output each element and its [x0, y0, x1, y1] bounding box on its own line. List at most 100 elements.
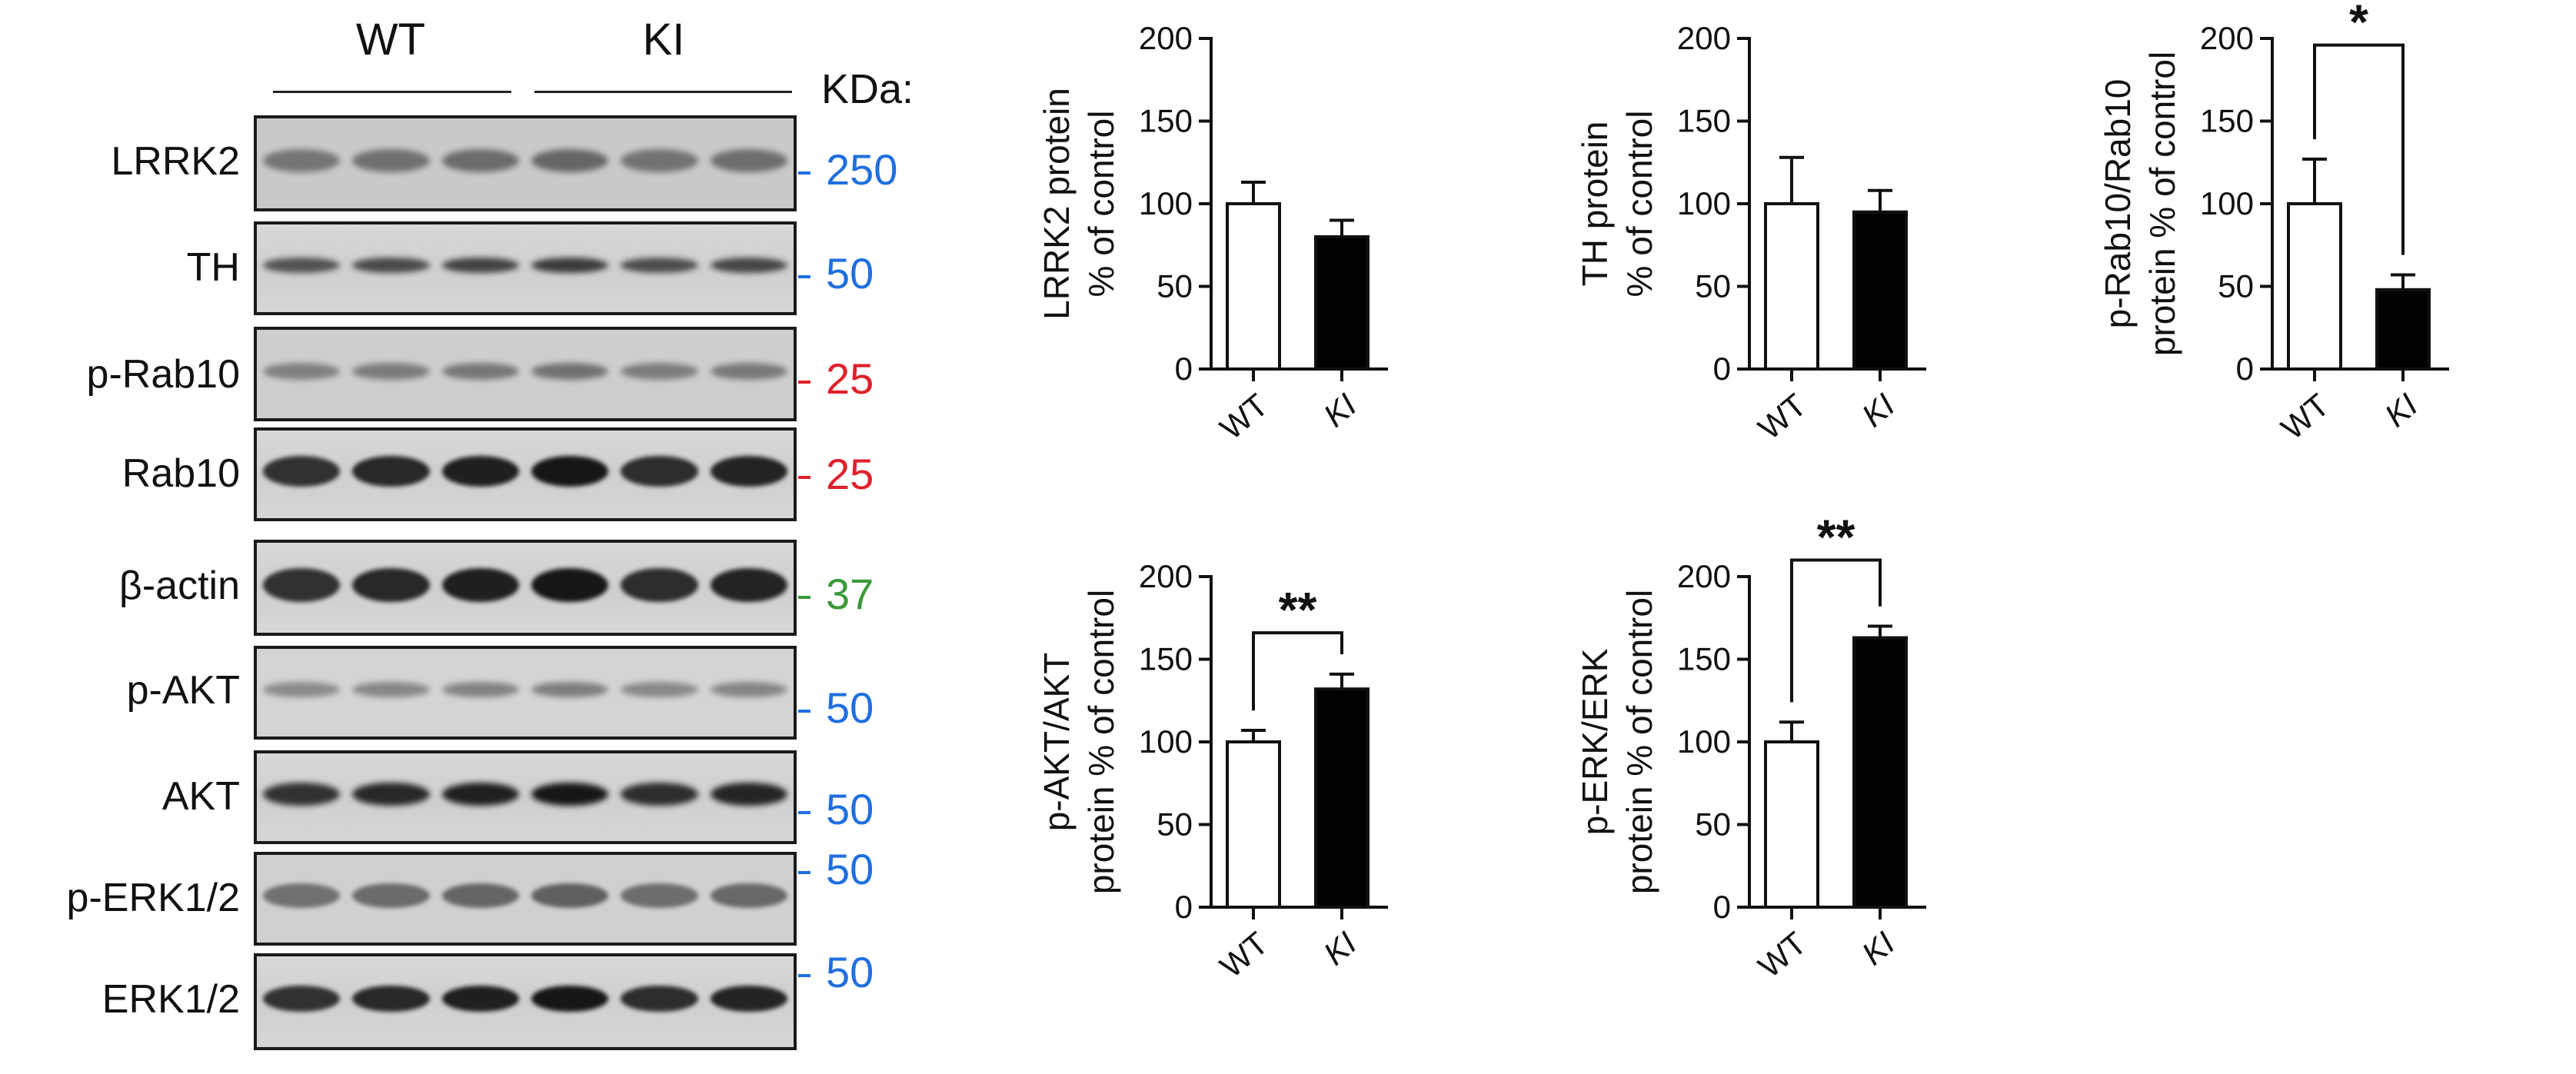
- significance-label: **: [1279, 582, 1317, 637]
- y-tick-label: 100: [1677, 723, 1731, 760]
- y-tick-label: 100: [1139, 185, 1193, 221]
- marker-value: 25: [826, 354, 874, 403]
- y-tick-label: 0: [1713, 351, 1731, 387]
- y-tick-label: 0: [1713, 889, 1731, 925]
- blot-band: [710, 456, 787, 487]
- blot-band: [352, 362, 430, 380]
- blot-band: [441, 883, 519, 908]
- blot-band: [441, 362, 519, 380]
- y-axis-label: LRRK2 protein: [1037, 88, 1077, 320]
- significance-bracket: [1790, 558, 1882, 703]
- blot-image: [254, 852, 797, 946]
- y-tick-label: 0: [1175, 351, 1193, 387]
- blot-band: [263, 148, 341, 172]
- chart-lrrk2: LRRK2 protein% of control 0 50 100 150 200 WT K…: [1023, 15, 1453, 523]
- marker-value: 50: [826, 249, 874, 298]
- x-tick-label: WT: [1752, 925, 1813, 985]
- western-blot-panel: WT KI KDa: LRRK2 250 TH 50 p-Rab10 25 Ra…: [0, 0, 961, 1074]
- blot-band: [263, 883, 341, 908]
- marker-value: 250: [826, 145, 898, 194]
- y-tick-label: 50: [1157, 806, 1193, 843]
- blot-band: [441, 258, 519, 273]
- blot-image: [254, 646, 797, 740]
- x-tick-label: KI: [1316, 925, 1363, 973]
- marker-tick: [798, 871, 810, 875]
- blot-band: [621, 148, 698, 172]
- y-tick-label: 150: [1677, 103, 1731, 139]
- blot-image: [254, 750, 797, 844]
- marker-value: 50: [826, 845, 874, 893]
- blot-band: [263, 258, 341, 273]
- kda-header: KDa:: [821, 66, 914, 112]
- blot-band: [263, 783, 341, 806]
- significance-label: **: [1817, 510, 1855, 565]
- blot-band: [621, 986, 698, 1012]
- blot-band: [263, 682, 341, 697]
- blot-band: [531, 567, 609, 602]
- significance-bracket: [2313, 43, 2405, 255]
- blot-band: [263, 986, 341, 1012]
- marker-value: 50: [826, 948, 874, 996]
- bar-wt: [1226, 202, 1281, 371]
- blot-image: [254, 953, 797, 1050]
- marker-value: 25: [826, 450, 874, 498]
- y-tick-label: 100: [2200, 185, 2254, 221]
- blot-band: [352, 456, 430, 487]
- blot-band: [441, 567, 519, 602]
- group-label-ki: KI: [642, 15, 685, 65]
- blot-band: [263, 456, 341, 487]
- marker-label: 25: [798, 354, 874, 404]
- x-tick-label: KI: [1855, 387, 1902, 434]
- blot-band: [352, 258, 430, 273]
- blot-band: [710, 783, 787, 806]
- blot-band: [621, 456, 698, 487]
- y-tick-label: 100: [1139, 723, 1193, 760]
- blot-band: [352, 567, 430, 602]
- marker-tick: [798, 974, 810, 978]
- blot-band: [263, 567, 341, 602]
- x-tick-label: WT: [2275, 387, 2336, 447]
- blot-band: [710, 883, 787, 908]
- y-tick-label: 50: [1157, 268, 1193, 304]
- blot-image: [254, 115, 797, 211]
- y-tick-label: 50: [1695, 806, 1731, 843]
- bar-ki: [1852, 210, 1908, 371]
- y-axis-label: p-ERK/ERK: [1575, 648, 1615, 835]
- y-axis-label: p-AKT/AKT: [1037, 653, 1077, 832]
- marker-tick: [798, 476, 810, 480]
- x-tick-label: KI: [1316, 387, 1363, 434]
- bar-wt: [1764, 740, 1819, 909]
- group-line-wt: [273, 91, 511, 93]
- blot-band: [263, 362, 341, 380]
- blot-band: [621, 682, 698, 697]
- protein-label: AKT: [161, 774, 240, 819]
- blot-band: [352, 682, 430, 697]
- y-tick-label: 150: [2200, 103, 2254, 139]
- marker-tick: [798, 275, 810, 279]
- protein-label: TH: [186, 245, 240, 290]
- y-tick-label: 0: [1175, 889, 1193, 925]
- y-axis-label: p-Rab10/Rab10: [2098, 79, 2138, 329]
- y-tick-label: 50: [2218, 268, 2254, 304]
- blot-band: [441, 148, 519, 172]
- blot-band: [531, 148, 609, 172]
- blot-band: [621, 883, 698, 908]
- x-tick-label: WT: [1213, 925, 1275, 985]
- bar-wt: [1226, 740, 1281, 909]
- y-axis-label: protein % of control: [1619, 590, 1659, 894]
- protein-label: LRRK2: [111, 139, 240, 184]
- chart-p-erk: p-ERK/ERK protein % of control 0 50 100 150 20…: [1561, 510, 2038, 1069]
- blot-band: [531, 456, 609, 487]
- protein-label: β-actin: [118, 564, 240, 608]
- marker-label: 25: [798, 449, 874, 499]
- marker-tick: [798, 811, 810, 815]
- marker-value: 37: [826, 570, 874, 618]
- bar-ki: [2375, 288, 2431, 371]
- protein-label: Rab10: [121, 451, 240, 496]
- chart-p-rab10: p-Rab10/Rab10 protein % of control 0 50 100 1…: [2084, 0, 2561, 523]
- protein-label: p-ERK1/2: [66, 876, 240, 920]
- marker-tick: [798, 171, 810, 175]
- y-tick-label: 150: [1677, 641, 1731, 677]
- blot-band: [352, 883, 430, 908]
- blot-band: [531, 362, 609, 380]
